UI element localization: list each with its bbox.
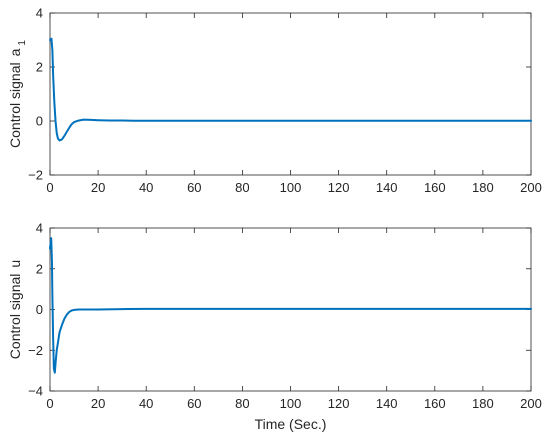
x-tick-label: 180: [472, 180, 494, 195]
y-tick-label: 2: [36, 60, 43, 75]
x-tick-label: 0: [46, 396, 53, 411]
y-tick-label: 4: [36, 6, 43, 21]
x-tick-label: 120: [328, 396, 350, 411]
chart-panel-control-signal-u: 0 20 40 60 80 100 120 140 160 180 200 −4 −2 0 2 4 Contro…: [7, 221, 542, 433]
y-axis-label: Control signal a 1: [7, 40, 28, 148]
x-tick-label: 60: [187, 396, 201, 411]
x-tick-label: 160: [424, 396, 446, 411]
chart-panel-control-signal-a1: 0 20 40 60 80 100 120 140 160 180 200−2024Control …: [7, 6, 542, 196]
x-tick-label: 20: [91, 180, 105, 195]
x-tick-label: 140: [376, 180, 398, 195]
x-tick-label: 100: [280, 180, 302, 195]
x-tick-label: 20: [91, 396, 105, 411]
x-tick-label: 80: [235, 396, 249, 411]
axes-frame: [49, 12, 532, 176]
x-tick-label: 60: [187, 180, 201, 195]
x-tick-label: 180: [472, 396, 494, 411]
x-tick-label: 120: [328, 180, 350, 195]
x-tick-label: 100: [280, 396, 302, 411]
series-line: [49, 237, 532, 374]
x-tick-label: 40: [139, 396, 153, 411]
series-line: [49, 37, 532, 142]
y-axis-label: Control signal u: [7, 260, 23, 359]
y-axis-label-subscript: 1: [17, 40, 28, 46]
y-axis-label-text: Control signal: [7, 274, 23, 360]
y-tick-label: 4: [36, 221, 43, 236]
x-tick-label: 200: [520, 396, 542, 411]
x-tick-label: 80: [235, 180, 249, 195]
y-axis-label-symbol: a: [7, 48, 23, 56]
y-tick-label: 0: [36, 114, 43, 129]
x-tick-label: 40: [139, 180, 153, 195]
y-axis-label-symbol: u: [7, 260, 23, 268]
x-tick-label: 0: [46, 180, 53, 195]
y-tick-label: −2: [28, 343, 43, 358]
x-tick-label: 200: [520, 180, 542, 195]
y-tick-label: 2: [36, 261, 43, 276]
x-axis-label: Time (Sec.): [255, 416, 327, 432]
y-tick-label: 0: [36, 302, 43, 317]
x-tick-label: 160: [424, 180, 446, 195]
x-tick-label: 140: [376, 396, 398, 411]
y-tick-label: −2: [28, 168, 43, 183]
y-axis-label-text: Control signal: [7, 62, 23, 148]
y-tick-label: −4: [28, 384, 43, 399]
